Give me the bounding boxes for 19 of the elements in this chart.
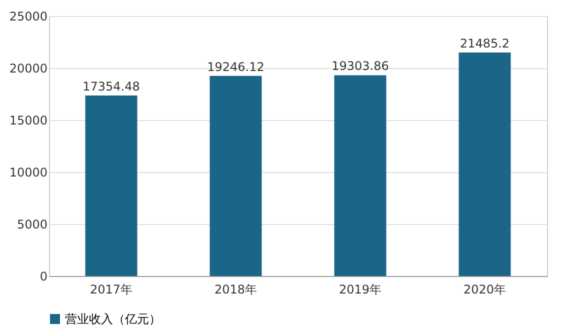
data-label: 21485.2: [460, 36, 510, 51]
x-tick-label: 2020年: [463, 282, 506, 296]
y-tick-label: 25000: [9, 10, 48, 24]
data-label: 19303.86: [332, 59, 389, 74]
bar: [458, 52, 511, 276]
x-tick-label: 2019年: [338, 282, 382, 296]
bar: [85, 96, 138, 276]
y-tick-label: 15000: [9, 114, 48, 128]
x-tick-label: 2018年: [214, 282, 258, 296]
data-label: 17354.48: [82, 80, 140, 94]
y-tick-label: 20000: [9, 62, 48, 76]
bar: [334, 75, 386, 276]
y-tick-label: 10000: [9, 166, 48, 180]
data-label: 19246.12: [207, 60, 264, 74]
y-tick-label: 0: [40, 270, 48, 284]
x-tick-label: 2017年: [90, 282, 133, 296]
legend-label: 营业收入（亿元）: [65, 312, 161, 326]
bar: [210, 76, 262, 276]
y-tick-label: 5000: [16, 218, 48, 232]
